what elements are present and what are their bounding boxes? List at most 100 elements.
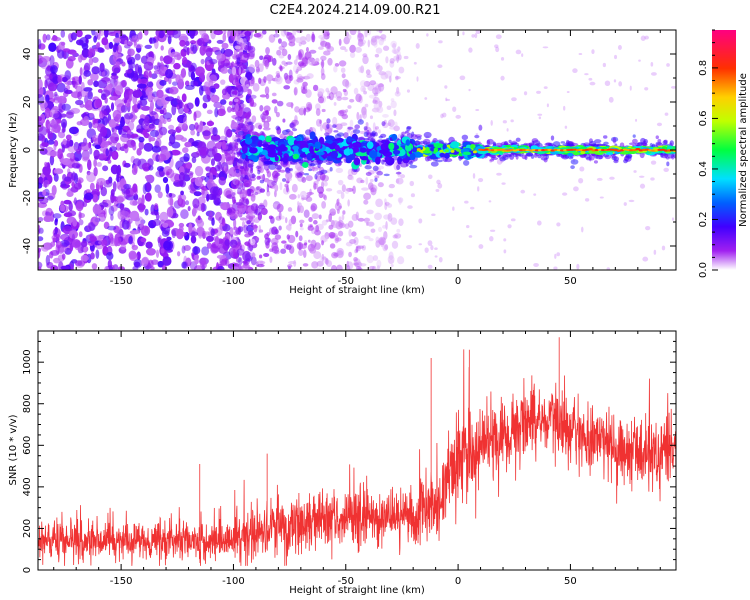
noise-speckle <box>355 266 362 270</box>
noise-speckle <box>190 71 196 81</box>
noise-speckle <box>211 146 218 157</box>
noise-speckle <box>272 203 279 208</box>
noise-speckle <box>99 62 105 73</box>
noise-speckle <box>258 229 264 233</box>
noise-speckle <box>472 173 476 179</box>
noise-speckle <box>239 33 246 38</box>
noise-speckle <box>61 253 66 260</box>
noise-speckle <box>374 126 380 130</box>
noise-speckle <box>353 262 360 266</box>
noise-speckle <box>644 35 649 40</box>
carrier-blob <box>462 151 472 156</box>
noise-speckle <box>335 167 344 174</box>
noise-speckle <box>237 191 244 195</box>
noise-speckle <box>165 68 174 79</box>
noise-speckle <box>210 94 220 103</box>
carrier-blob <box>384 156 390 164</box>
noise-speckle <box>336 208 340 214</box>
noise-speckle <box>168 86 179 95</box>
noise-speckle <box>38 55 44 64</box>
noise-speckle <box>299 190 307 199</box>
carrier-halo <box>603 141 609 145</box>
noise-speckle <box>264 86 270 95</box>
noise-speckle <box>163 240 174 251</box>
noise-speckle <box>194 165 204 177</box>
noise-speckle <box>374 127 378 134</box>
noise-speckle <box>369 80 377 86</box>
noise-speckle <box>424 97 428 100</box>
noise-speckle <box>190 42 195 52</box>
noise-speckle <box>353 236 359 246</box>
noise-speckle <box>266 115 272 123</box>
noise-speckle <box>148 165 154 171</box>
noise-speckle <box>232 248 236 255</box>
noise-speckle <box>267 55 274 63</box>
noise-speckle <box>382 113 389 118</box>
noise-speckle <box>101 76 111 84</box>
noise-speckle <box>313 183 319 190</box>
carrier-peak <box>444 149 449 153</box>
noise-speckle <box>362 53 368 58</box>
noise-speckle <box>264 59 270 68</box>
noise-speckle <box>193 245 198 256</box>
noise-speckle <box>45 254 51 266</box>
noise-speckle <box>328 232 336 238</box>
noise-speckle <box>38 116 43 122</box>
noise-speckle <box>190 129 196 136</box>
noise-speckle <box>533 262 539 268</box>
noise-speckle <box>375 47 383 54</box>
noise-speckle <box>633 170 637 173</box>
carrier-halo <box>461 134 469 141</box>
noise-speckle <box>209 74 218 84</box>
noise-speckle <box>503 238 507 242</box>
noise-speckle <box>307 239 311 243</box>
noise-speckle <box>71 163 81 169</box>
noise-speckle <box>148 37 157 44</box>
noise-speckle <box>334 235 339 244</box>
noise-speckle <box>510 119 514 123</box>
noise-speckle <box>213 30 224 36</box>
noise-speckle <box>75 201 84 212</box>
noise-speckle <box>390 263 394 267</box>
carrier-halo <box>657 138 662 143</box>
noise-speckle <box>43 179 50 188</box>
noise-speckle <box>245 31 250 37</box>
noise-speckle <box>323 194 327 201</box>
noise-speckle <box>190 235 197 244</box>
noise-speckle <box>238 124 247 131</box>
noise-speckle <box>52 105 59 111</box>
noise-speckle <box>312 84 319 92</box>
noise-speckle <box>320 55 327 61</box>
noise-speckle <box>95 249 100 259</box>
noise-speckle <box>145 192 152 202</box>
noise-speckle <box>325 235 328 242</box>
noise-speckle <box>195 66 205 77</box>
noise-speckle <box>349 30 357 36</box>
noise-speckle <box>237 265 244 270</box>
y-tick-label: 200 <box>22 519 33 538</box>
noise-speckle <box>226 106 232 113</box>
noise-speckle <box>264 60 269 70</box>
noise-speckle <box>310 203 318 212</box>
noise-speckle <box>319 40 328 47</box>
noise-speckle <box>78 212 86 219</box>
noise-speckle <box>200 58 205 65</box>
noise-speckle <box>382 224 387 229</box>
noise-speckle <box>581 226 584 233</box>
noise-speckle <box>178 33 188 43</box>
noise-speckle <box>107 225 117 231</box>
noise-speckle <box>166 171 170 176</box>
noise-speckle <box>121 133 132 138</box>
noise-speckle <box>355 245 359 253</box>
noise-speckle <box>258 254 263 259</box>
noise-speckle <box>588 77 593 81</box>
noise-speckle <box>101 239 108 247</box>
noise-speckle <box>137 64 142 76</box>
noise-speckle <box>156 166 165 172</box>
noise-speckle <box>236 35 242 45</box>
noise-speckle <box>378 236 387 246</box>
noise-speckle <box>61 103 71 111</box>
noise-speckle <box>150 73 158 80</box>
noise-speckle <box>261 114 268 120</box>
noise-speckle <box>185 200 190 206</box>
